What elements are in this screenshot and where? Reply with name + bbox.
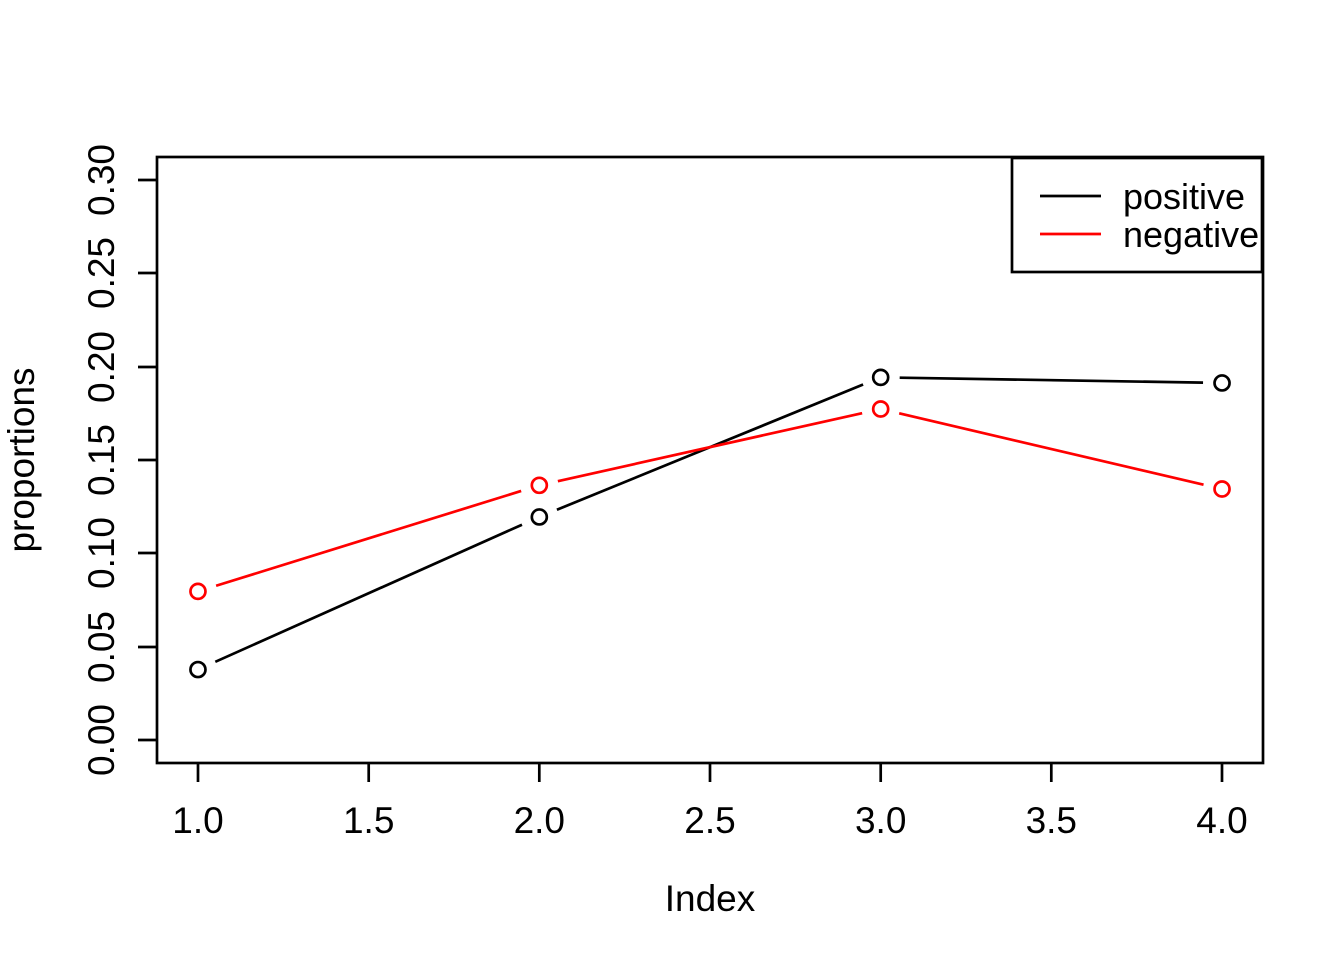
legend-label-positive: positive <box>1123 176 1245 217</box>
y-axis-title: proportions <box>1 367 42 552</box>
y-axis: 0.00 0.05 0.10 0.15 0.20 0.25 0.30 <box>81 144 157 776</box>
series-segment-negative <box>215 489 522 588</box>
legend-box <box>1010 156 1264 274</box>
x-axis: 1.0 1.5 2.0 2.5 3.0 3.5 4.0 <box>172 763 1248 841</box>
data-point-negative <box>530 476 549 495</box>
x-tick-label: 1.5 <box>343 800 394 841</box>
series-segment-negative <box>898 412 1204 487</box>
y-tick-label: 0.20 <box>81 331 122 403</box>
y-tick-label: 0.25 <box>81 237 122 309</box>
y-tick-label: 0.30 <box>81 144 122 216</box>
legend-label-negative: negative <box>1123 214 1259 255</box>
x-axis-title: Index <box>665 878 756 919</box>
y-tick-label: 0.15 <box>81 424 122 496</box>
x-tick-label: 4.0 <box>1196 800 1247 841</box>
data-point-positive <box>530 508 549 526</box>
y-tick-label: 0.00 <box>81 704 122 776</box>
x-tick-label: 2.5 <box>684 800 735 841</box>
series-segment-positive <box>899 376 1204 384</box>
x-tick-label: 1.0 <box>172 800 223 841</box>
series-segment-positive <box>214 523 523 664</box>
x-tick-label: 3.0 <box>855 800 906 841</box>
x-tick-label: 2.0 <box>514 800 565 841</box>
data-point-negative <box>1213 480 1231 498</box>
y-tick-label: 0.10 <box>81 517 122 589</box>
series-segment-negative <box>557 411 863 483</box>
series-layer <box>189 368 1231 679</box>
y-tick-label: 0.05 <box>81 611 122 683</box>
legend: positive negative <box>1010 156 1264 274</box>
data-point-positive <box>189 660 207 679</box>
data-point-negative <box>871 400 890 418</box>
data-point-positive <box>871 368 890 387</box>
data-point-negative <box>189 582 207 601</box>
data-point-positive <box>1213 374 1231 392</box>
x-tick-label: 3.5 <box>1026 800 1077 841</box>
